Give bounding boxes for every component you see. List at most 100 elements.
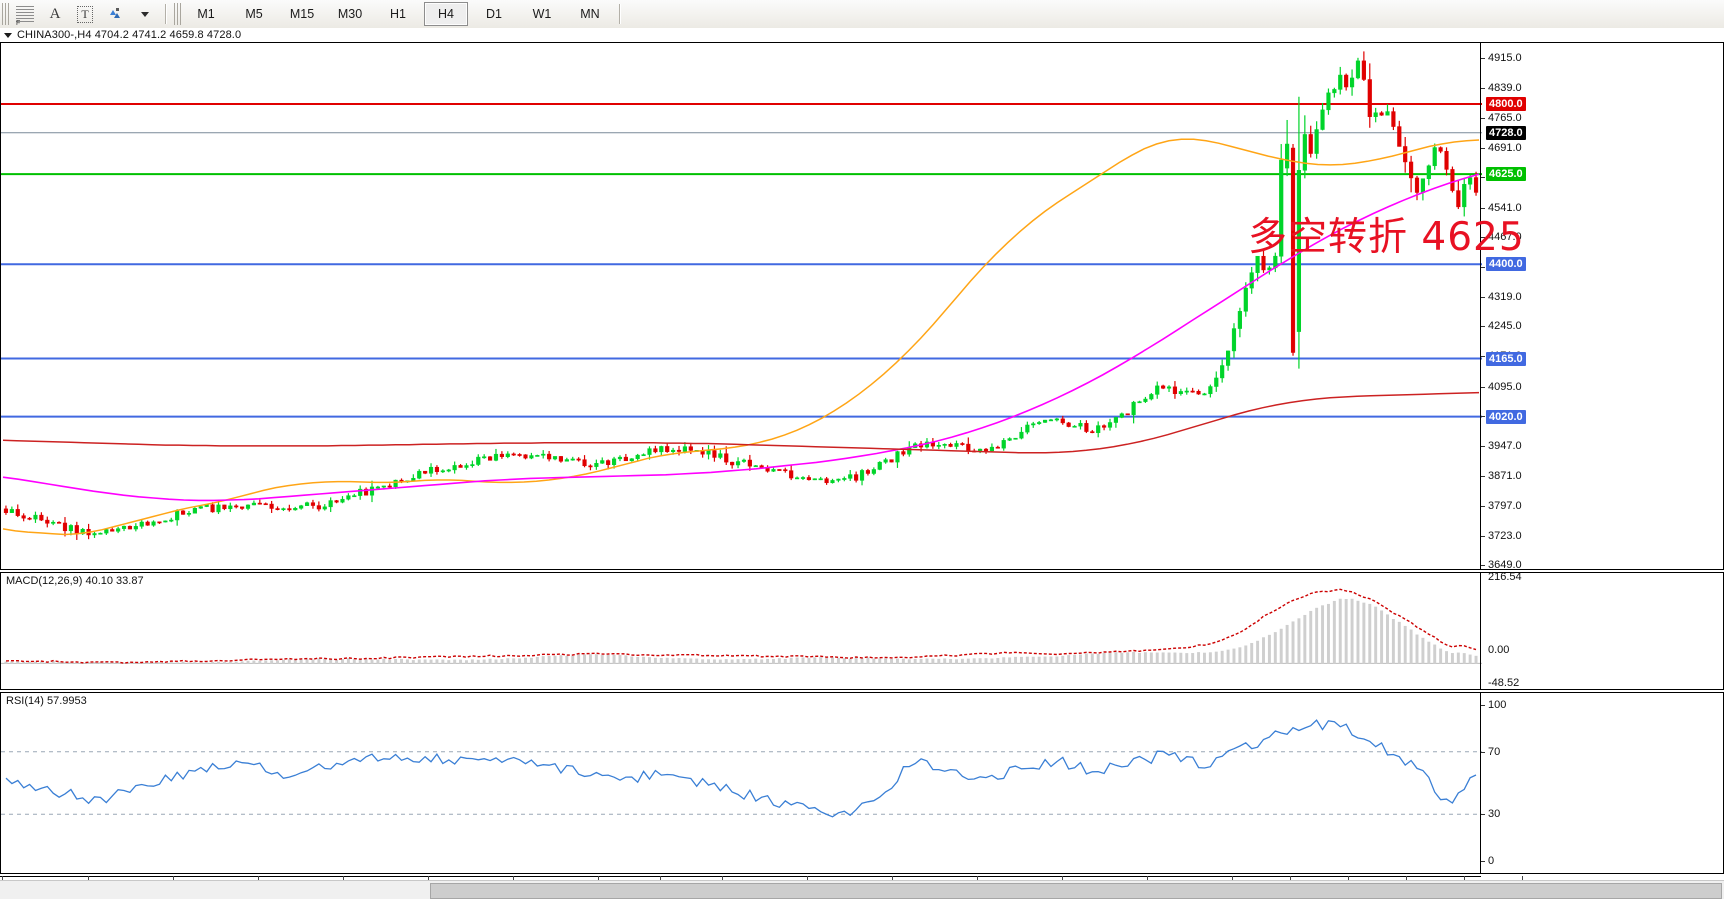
candle-body <box>936 445 941 447</box>
candle-body <box>1450 169 1455 191</box>
candle-body <box>771 469 776 472</box>
macd-tick-label: 0.00 <box>1488 644 1510 656</box>
candle-body <box>299 505 304 509</box>
candle-body <box>688 446 693 451</box>
ma-line-MA-orange <box>2 138 1480 536</box>
rsi-tick <box>1481 861 1485 862</box>
candle-body <box>452 465 457 471</box>
price-plot-area[interactable] <box>1 43 1482 569</box>
candle-body <box>741 459 747 462</box>
candle-body <box>523 454 528 459</box>
macd-plot-area[interactable]: MACD(12,26,9) 40.10 33.87 <box>1 573 1482 689</box>
candle-body <box>3 508 9 513</box>
macd-tick-label: 216.54 <box>1488 571 1522 583</box>
candle-body <box>623 456 628 462</box>
candle-body <box>995 446 1000 449</box>
price-tick-label: 4467.0 <box>1488 231 1522 244</box>
candle-body <box>1320 109 1325 130</box>
candle-body <box>1149 394 1154 400</box>
candle-body <box>606 460 611 465</box>
candle-body <box>1161 385 1166 389</box>
candle-body <box>493 453 499 461</box>
candle-body <box>482 456 487 459</box>
candle-body <box>423 470 428 474</box>
candle-body <box>1267 267 1272 271</box>
candle-body <box>558 456 564 462</box>
timeframe-button-m5[interactable]: M5 <box>245 7 263 21</box>
time-tick <box>428 876 429 880</box>
candle-body <box>942 444 947 446</box>
timeframe-button-m15[interactable]: M15 <box>289 7 315 21</box>
timeframe-button-m30[interactable]: M30 <box>337 7 363 21</box>
candle-body <box>848 474 853 479</box>
candle-body <box>175 510 180 521</box>
candle-body <box>281 508 286 511</box>
scrollbar-thumb[interactable] <box>430 883 1722 899</box>
macd-panel[interactable]: MACD(12,26,9) 40.10 33.87 216.54 0.00 -48.… <box>0 571 1724 690</box>
candle-body <box>824 478 829 484</box>
chart-annotation-text[interactable]: 多空转折 4625 <box>1248 215 1525 260</box>
toolbar-grip[interactable] <box>2 3 9 25</box>
candle-body <box>1379 112 1384 116</box>
candle-body <box>458 465 463 468</box>
candle-body <box>1397 126 1402 147</box>
rsi-tick <box>1481 814 1485 816</box>
rsi-tick-label: 30 <box>1488 808 1501 821</box>
price-axis[interactable]: 4915.04839.04765.04691.04617.04541.04467… <box>1480 43 1723 571</box>
candle-body <box>1302 134 1307 171</box>
candle-body <box>830 480 835 484</box>
candle-body <box>186 512 192 515</box>
toolbar-divider <box>165 4 167 24</box>
candle-body <box>1462 184 1467 208</box>
macd-indicator-label: MACD(12,26,9) 40.10 33.87 <box>6 575 144 587</box>
timeframe-button-h1[interactable]: H1 <box>390 7 406 21</box>
candle-body <box>960 443 965 445</box>
candle-body <box>62 522 68 532</box>
grid-lines-icon[interactable]: F <box>11 1 39 27</box>
price-tick-label: 4765.0 <box>1488 111 1522 124</box>
timeframe-button-mn[interactable]: MN <box>580 7 600 21</box>
candle-body <box>789 470 794 479</box>
time-tick <box>722 876 723 880</box>
time-tick <box>1348 876 1349 880</box>
rsi-panel[interactable]: RSI(14) 57.9953 100 70 30 0 <box>0 692 1724 874</box>
chevron-down-icon[interactable] <box>131 1 159 27</box>
timeframe-group: M1 M5 M15 M30 H1 H4 D1 W1 MN <box>182 2 614 26</box>
collapse-triangle-icon[interactable] <box>4 32 12 38</box>
candle-body <box>257 502 262 505</box>
price-tick-label: 3947.0 <box>1488 439 1522 452</box>
price-level-badge[interactable]: 4400.0 <box>1486 257 1526 272</box>
candle-body <box>842 478 847 480</box>
candle-body <box>582 459 587 467</box>
price-panel[interactable]: 4915.04839.04765.04691.04617.04541.04467… <box>0 42 1724 571</box>
candle-body <box>470 464 475 466</box>
price-level-badge[interactable]: 4625.0 <box>1486 167 1526 182</box>
candle-body <box>216 504 221 513</box>
candle-body <box>1078 423 1083 427</box>
text-label-icon[interactable]: A <box>49 5 61 22</box>
text-box-icon[interactable]: T <box>71 1 99 27</box>
candle-body <box>417 470 422 479</box>
price-level-badge[interactable]: 4165.0 <box>1486 351 1526 366</box>
price-tick <box>1481 356 1485 358</box>
time-tick <box>1147 876 1148 880</box>
timeframe-grip[interactable] <box>174 3 181 25</box>
rsi-plot-area[interactable]: RSI(14) 57.9953 <box>1 693 1482 873</box>
candle-body <box>198 506 203 509</box>
candle-body <box>1355 60 1361 79</box>
candle-body <box>676 449 682 452</box>
timeframe-button-w1[interactable]: W1 <box>532 7 552 21</box>
candle-body <box>340 498 345 503</box>
timeframe-button-d1[interactable]: D1 <box>486 7 502 21</box>
timeframe-button-h4[interactable]: H4 <box>424 2 468 26</box>
candle-body <box>1220 365 1225 379</box>
timeframe-button-m1[interactable]: M1 <box>197 7 215 21</box>
candle-body <box>1113 417 1118 423</box>
candle-body <box>387 485 392 488</box>
objects-icon[interactable] <box>101 1 129 27</box>
candle-body <box>1420 178 1425 193</box>
horizontal-scrollbar[interactable] <box>0 880 1724 899</box>
price-level-badge[interactable]: 4800.0 <box>1486 96 1526 111</box>
price-level-badge[interactable]: 4728.0 <box>1486 125 1526 140</box>
price-level-badge[interactable]: 4020.0 <box>1486 409 1526 424</box>
